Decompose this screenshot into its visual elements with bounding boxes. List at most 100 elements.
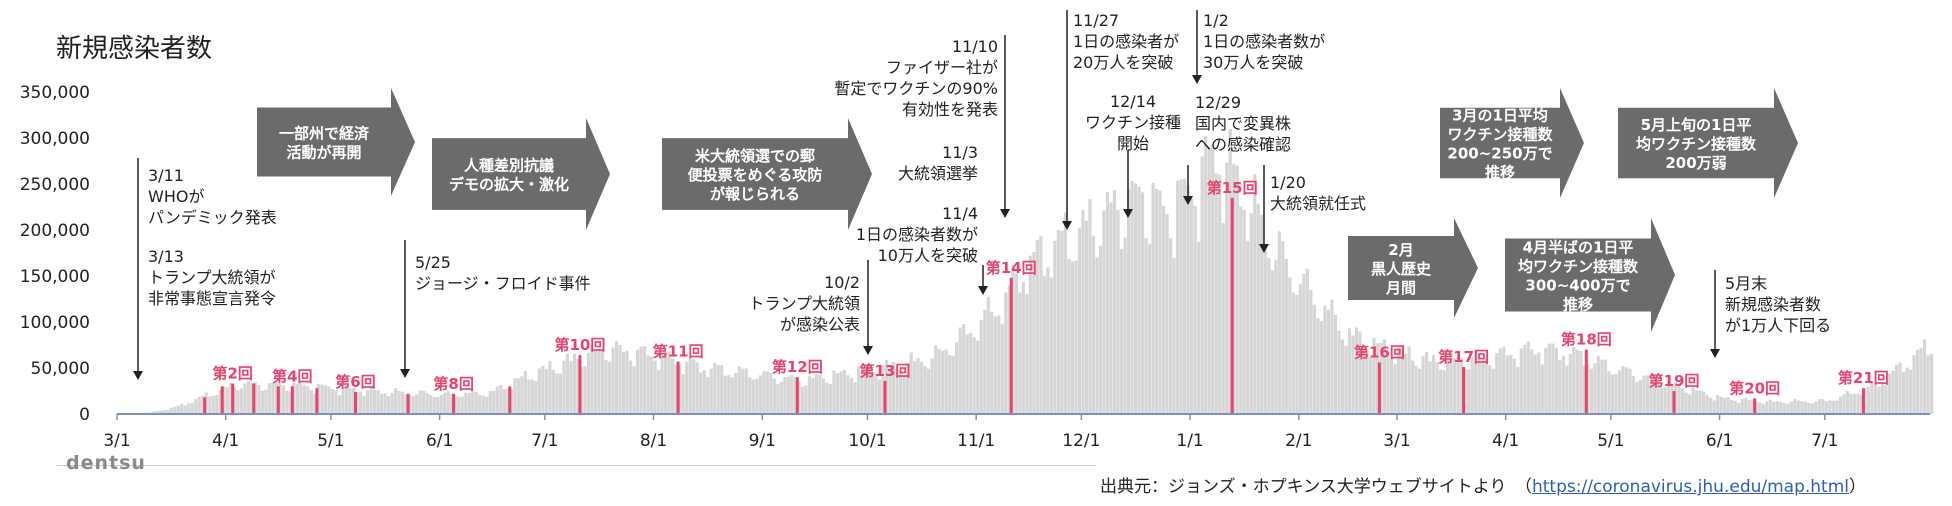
annotation-text: 10万人を突破	[878, 246, 978, 265]
daily-bar	[576, 359, 580, 414]
daily-bar	[1162, 205, 1166, 414]
wave-line	[290, 386, 294, 414]
daily-bar	[1526, 341, 1530, 414]
daily-bar	[1344, 345, 1348, 414]
daily-bar	[1151, 182, 1155, 414]
daily-bar	[1144, 238, 1148, 414]
daily-bar	[639, 346, 643, 414]
daily-bar	[709, 368, 713, 414]
daily-bar	[1302, 273, 1306, 414]
daily-bar	[1905, 367, 1909, 414]
daily-bar	[1049, 277, 1053, 414]
daily-bar	[1901, 372, 1906, 414]
daily-bar	[650, 356, 654, 414]
daily-bar	[997, 315, 1001, 414]
daily-bar	[1582, 365, 1586, 414]
daily-bar	[797, 381, 801, 414]
wave-label: 第20回	[1729, 379, 1780, 397]
daily-bar	[720, 365, 724, 414]
event-arrow-text: 4月半ばの1日平	[1523, 239, 1634, 257]
wave-line	[203, 397, 207, 414]
daily-bar	[825, 382, 829, 414]
daily-bar	[1491, 368, 1495, 414]
wave-label: 第4回	[272, 367, 312, 385]
daily-bar	[1351, 335, 1355, 414]
daily-bar	[222, 386, 226, 414]
daily-bar	[1824, 401, 1828, 414]
daily-bar	[1551, 343, 1555, 414]
source-link[interactable]: https://coronavirus.jhu.edu/map.html	[1531, 477, 1850, 497]
daily-bar	[1319, 321, 1323, 414]
annotation-text: 5月末	[1725, 274, 1767, 293]
daily-bar	[741, 368, 745, 414]
daily-bar	[1354, 327, 1359, 414]
daily-bar	[1586, 364, 1590, 414]
daily-bar	[1645, 375, 1650, 414]
footer-divider	[56, 465, 1096, 466]
daily-bar	[404, 394, 408, 414]
wave-line	[1861, 388, 1865, 414]
daily-bar	[309, 389, 314, 414]
wave-line	[1753, 398, 1757, 414]
daily-bar	[902, 375, 906, 414]
daily-bar	[1407, 346, 1411, 414]
daily-bar	[1361, 347, 1366, 414]
wave-line	[220, 386, 224, 414]
annotation-text: 大統領選挙	[898, 164, 978, 183]
daily-bar	[187, 403, 191, 414]
daily-bar	[271, 382, 275, 414]
daily-bar	[1193, 205, 1197, 414]
x-tick-label: 6/1	[1706, 431, 1733, 451]
daily-bar	[1880, 383, 1885, 414]
daily-bar	[1779, 402, 1783, 414]
daily-bar	[1042, 276, 1046, 414]
daily-bar	[173, 406, 177, 414]
wave-line	[1462, 367, 1466, 414]
x-tick-label: 2/1	[1285, 431, 1312, 451]
daily-bar	[702, 370, 706, 414]
daily-bar	[183, 405, 187, 414]
daily-bar	[232, 387, 236, 414]
daily-bar	[1852, 393, 1857, 414]
daily-bar	[1207, 148, 1211, 414]
daily-bar	[1474, 350, 1478, 414]
daily-bar	[1502, 347, 1506, 414]
daily-bar	[1179, 179, 1183, 414]
daily-bar	[1432, 354, 1436, 414]
daily-bar	[548, 361, 552, 414]
daily-bar	[488, 390, 492, 414]
daily-bar	[1347, 328, 1352, 414]
daily-bar	[1270, 270, 1274, 414]
daily-bar	[804, 385, 808, 414]
daily-bar	[1414, 365, 1418, 414]
daily-bar	[1891, 370, 1895, 414]
daily-bar	[1021, 282, 1025, 414]
daily-bar	[1863, 388, 1867, 414]
event-arrow-text: 均ワクチン接種数	[1518, 258, 1639, 276]
wave-label: 第18回	[1561, 331, 1612, 349]
daily-bar	[1733, 400, 1737, 414]
daily-bar	[1470, 356, 1474, 414]
daily-bar	[1439, 369, 1443, 414]
daily-bar	[390, 393, 394, 414]
daily-bar	[1926, 355, 1930, 414]
annotation-text: 10/2	[824, 273, 860, 292]
daily-bar	[1411, 360, 1415, 414]
wave-line	[354, 391, 357, 414]
daily-bar	[1663, 387, 1667, 414]
daily-bar	[1158, 190, 1162, 414]
daily-bar	[569, 360, 573, 414]
daily-bar	[1155, 189, 1159, 414]
daily-bar	[748, 377, 752, 414]
daily-bar	[1305, 268, 1309, 414]
daily-bar	[758, 375, 762, 414]
daily-bar	[1442, 370, 1446, 414]
daily-bar	[180, 404, 184, 414]
daily-bar	[643, 346, 647, 414]
wave-label: 第19回	[1649, 372, 1700, 390]
daily-bar	[429, 395, 433, 414]
daily-bar	[204, 392, 208, 414]
daily-bar	[867, 365, 871, 414]
event-arrow-text: 推移	[1563, 296, 1593, 314]
